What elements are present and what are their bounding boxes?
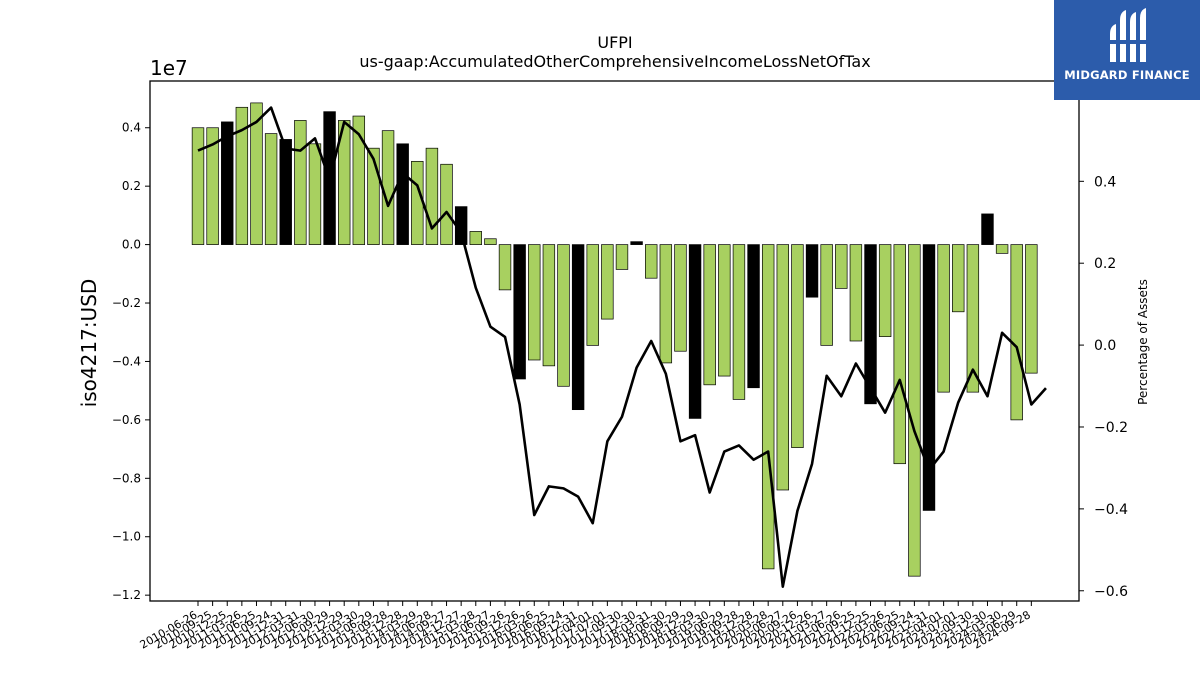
bar bbox=[878, 244, 892, 337]
y-tick-label: 0.2 bbox=[122, 179, 141, 193]
bar bbox=[235, 106, 249, 245]
bar bbox=[221, 121, 234, 245]
bar bbox=[294, 120, 307, 245]
bar bbox=[396, 143, 409, 245]
bar bbox=[981, 213, 994, 245]
bar bbox=[513, 244, 526, 380]
y2-axis: −0.6 −0.4 −0.2 0.0 0.2 0.4 bbox=[1079, 174, 1128, 600]
bar bbox=[1025, 244, 1038, 374]
bar bbox=[688, 244, 702, 419]
y2-tick-label: −0.2 bbox=[1094, 420, 1128, 436]
bar bbox=[308, 143, 322, 245]
bar bbox=[615, 244, 629, 270]
y2-tick-label: 0.0 bbox=[1094, 338, 1116, 354]
bar bbox=[206, 127, 219, 245]
plot-frame bbox=[149, 80, 1080, 602]
bar bbox=[352, 115, 366, 245]
bar bbox=[498, 244, 512, 291]
bar bbox=[367, 147, 380, 245]
bar bbox=[893, 244, 906, 465]
y-offset-label: 1e7 bbox=[150, 56, 188, 80]
bar bbox=[747, 244, 760, 389]
bar bbox=[557, 244, 570, 387]
bar bbox=[805, 244, 819, 298]
y2-tick-label: −0.4 bbox=[1094, 502, 1128, 518]
bar bbox=[264, 133, 278, 245]
bar bbox=[849, 244, 863, 342]
bar bbox=[601, 244, 614, 320]
bar bbox=[718, 244, 731, 377]
y2-tick-label: 0.2 bbox=[1094, 256, 1116, 272]
x-axis: 2010-06-262010-09-252010-12-252011-03-26… bbox=[138, 601, 1033, 652]
bar bbox=[191, 127, 205, 245]
y2-axis-label: Percentage of Assets bbox=[1136, 279, 1150, 405]
bar bbox=[776, 244, 790, 491]
bar bbox=[440, 163, 453, 245]
y-tick-label: −0.8 bbox=[112, 471, 141, 485]
y-tick-label: −1.0 bbox=[112, 530, 141, 544]
bar bbox=[732, 244, 746, 400]
y2-tick-label: −0.6 bbox=[1094, 584, 1128, 600]
y-tick-label: −0.4 bbox=[112, 354, 141, 368]
y-tick-label: −1.2 bbox=[112, 588, 141, 602]
bar bbox=[542, 244, 556, 367]
bar bbox=[835, 244, 848, 289]
bar bbox=[586, 244, 599, 346]
bar bbox=[908, 244, 921, 577]
chart-title: UFPI bbox=[597, 33, 632, 52]
bar bbox=[791, 244, 804, 448]
bar bbox=[381, 130, 395, 245]
y-tick-label: 0.4 bbox=[122, 121, 141, 135]
bar bbox=[761, 244, 775, 570]
y-tick-label: 0.0 bbox=[122, 238, 141, 252]
bars-layer bbox=[191, 102, 1038, 577]
y-axis: −1.2 −1.0 −0.8 −0.6 −0.4 −0.2 0.0 0.2 0.4 bbox=[112, 121, 150, 602]
bar bbox=[528, 244, 541, 361]
y2-tick-label: 0.4 bbox=[1094, 174, 1116, 190]
bar bbox=[703, 244, 716, 386]
bar bbox=[922, 244, 936, 511]
midgard-finance-logo: MIDGARD FINANCE bbox=[1054, 0, 1200, 100]
bar bbox=[645, 244, 658, 279]
bar bbox=[425, 147, 439, 245]
bar bbox=[966, 244, 980, 393]
bar bbox=[571, 244, 585, 411]
bar bbox=[937, 244, 950, 393]
bar bbox=[674, 244, 687, 352]
bar bbox=[338, 120, 351, 245]
bar bbox=[630, 241, 643, 245]
bar bbox=[995, 244, 1009, 254]
y-tick-label: −0.2 bbox=[112, 296, 141, 310]
bar bbox=[952, 244, 965, 313]
chart-subtitle: us-gaap:AccumulatedOtherComprehensiveInc… bbox=[359, 52, 870, 71]
bar bbox=[484, 238, 497, 245]
bar bbox=[1010, 244, 1023, 421]
y-axis-label: iso4217:USD bbox=[77, 279, 101, 408]
bar bbox=[659, 244, 673, 364]
bar bbox=[864, 244, 877, 405]
pct-of-assets-line bbox=[197, 106, 1047, 588]
bar bbox=[411, 160, 424, 245]
logo-mark-icon bbox=[1108, 8, 1148, 62]
bar bbox=[820, 244, 833, 346]
bar bbox=[250, 102, 263, 245]
bar bbox=[279, 139, 292, 245]
bar bbox=[469, 231, 482, 245]
logo-text: MIDGARD FINANCE bbox=[1064, 68, 1190, 82]
y-tick-label: −0.6 bbox=[112, 413, 141, 427]
pct-line-layer bbox=[197, 106, 1047, 588]
